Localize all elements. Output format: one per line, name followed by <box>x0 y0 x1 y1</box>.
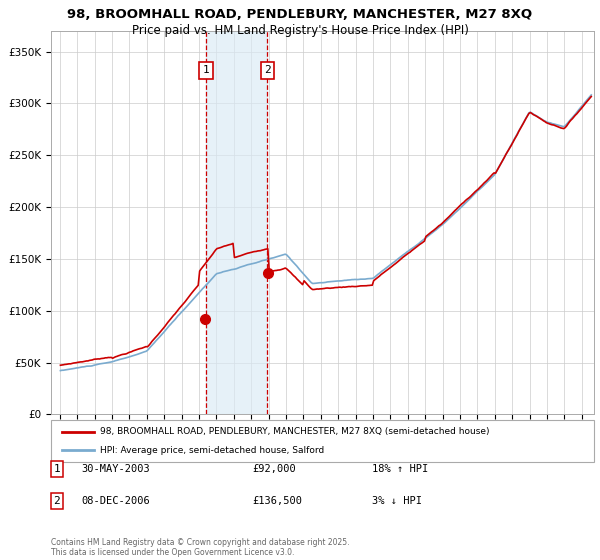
FancyBboxPatch shape <box>51 420 594 462</box>
Text: HPI: Average price, semi-detached house, Salford: HPI: Average price, semi-detached house,… <box>100 446 324 455</box>
Text: 2: 2 <box>264 65 271 75</box>
Text: 1: 1 <box>203 65 209 75</box>
Text: 3% ↓ HPI: 3% ↓ HPI <box>372 496 422 506</box>
Text: 18% ↑ HPI: 18% ↑ HPI <box>372 464 428 474</box>
Text: 2: 2 <box>53 496 61 506</box>
Bar <box>206 31 268 414</box>
Text: Contains HM Land Registry data © Crown copyright and database right 2025.
This d: Contains HM Land Registry data © Crown c… <box>51 538 349 557</box>
Text: 98, BROOMHALL ROAD, PENDLEBURY, MANCHESTER, M27 8XQ: 98, BROOMHALL ROAD, PENDLEBURY, MANCHEST… <box>67 8 533 21</box>
Text: 1: 1 <box>53 464 61 474</box>
Text: 30-MAY-2003: 30-MAY-2003 <box>81 464 150 474</box>
Text: 08-DEC-2006: 08-DEC-2006 <box>81 496 150 506</box>
Text: £92,000: £92,000 <box>252 464 296 474</box>
Text: Price paid vs. HM Land Registry's House Price Index (HPI): Price paid vs. HM Land Registry's House … <box>131 24 469 36</box>
Text: 98, BROOMHALL ROAD, PENDLEBURY, MANCHESTER, M27 8XQ (semi-detached house): 98, BROOMHALL ROAD, PENDLEBURY, MANCHEST… <box>100 427 490 436</box>
Text: £136,500: £136,500 <box>252 496 302 506</box>
